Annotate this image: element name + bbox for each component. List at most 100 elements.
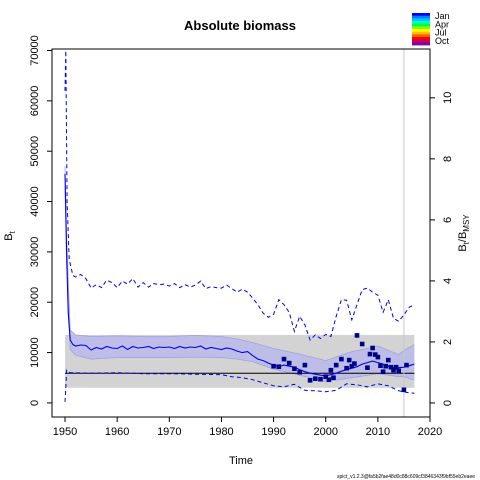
y2-tick-label: 10 [442, 92, 454, 104]
observation-point [396, 368, 401, 373]
y-tick-label: 50000 [29, 136, 41, 167]
observation-point [375, 354, 381, 360]
y2-axis-label-main: B [457, 244, 469, 251]
legend-swatch [412, 21, 430, 25]
pi-lower-line [64, 369, 415, 402]
observation-point [331, 375, 336, 380]
observation-point [349, 363, 355, 369]
x-tick-label: 1970 [157, 426, 181, 438]
legend-swatch [412, 18, 430, 22]
observation-point [271, 363, 276, 369]
y-tick-label: 0 [29, 400, 41, 406]
legend-swatch [412, 34, 430, 38]
y-tick-label: 10000 [29, 337, 41, 368]
x-axis-label: Time [229, 455, 253, 467]
legend-swatch [412, 15, 430, 19]
legend-swatch [412, 13, 430, 17]
legend-swatch [412, 23, 430, 27]
lines-layer [64, 49, 415, 417]
observation-point [313, 376, 318, 381]
observation-point [378, 363, 383, 368]
observation-point [354, 333, 360, 338]
y-tick-label: 70000 [29, 35, 41, 66]
observation-point [276, 364, 282, 369]
observation-point [326, 377, 332, 382]
y-tick-label: 30000 [29, 237, 41, 268]
observation-point [370, 345, 375, 351]
observation-point [318, 376, 323, 382]
observation-point [365, 365, 370, 370]
y-tick-label: 20000 [29, 287, 41, 318]
y2-tick-label: 2 [442, 339, 454, 345]
legend-swatch [412, 29, 430, 33]
legend-label: Apr [435, 19, 449, 29]
observation-point [344, 365, 349, 371]
observation-point [367, 351, 373, 357]
y2-axis-label-sub2: MSY [462, 214, 471, 232]
observation-point [346, 357, 352, 363]
y-tick-label: 60000 [29, 86, 41, 117]
legend-swatch [412, 39, 430, 43]
x-tick-label: 1960 [105, 426, 129, 438]
y-axis-left: 0 10000 20000 30000 40000 50000 60000 70000 [29, 35, 52, 406]
ci-band-upper-edge [64, 166, 415, 362]
y2-tick-label: 8 [442, 156, 454, 162]
legend-label: Jul [435, 28, 447, 38]
observation-point [286, 360, 292, 366]
footer-version: spict_v1.2.3@fa5b2fae48d0c88c609cf384634… [337, 474, 475, 480]
observation-point [352, 361, 357, 366]
bands-layer [64, 166, 415, 388]
observation-point [297, 369, 302, 375]
ci-band [65, 166, 415, 382]
points-layer [271, 333, 409, 393]
observation-point [388, 364, 394, 370]
x-tick-label: 2010 [366, 426, 390, 438]
observation-point [328, 367, 334, 373]
x-tick-label: 1950 [53, 426, 77, 438]
x-tick-label: 1980 [209, 426, 233, 438]
y-axis-label: Bt [3, 230, 17, 240]
ci-band-lower-edge [64, 186, 415, 383]
observation-point [401, 387, 407, 393]
x-tick-label: 1990 [261, 426, 285, 438]
observation-point [393, 364, 399, 370]
x-axis: 1950 1960 1970 1980 1990 2000 2010 2020 [53, 417, 442, 438]
observation-point [391, 367, 396, 373]
observation-point [292, 366, 297, 371]
observation-point [323, 374, 328, 379]
observation-point [380, 369, 386, 374]
y2-tick-label: 6 [442, 217, 454, 223]
y-axis-label-main: B [3, 233, 15, 240]
observation-point [383, 363, 388, 369]
legend-label: Jan [435, 11, 450, 21]
y2-axis-label-sub: t [462, 241, 471, 244]
pi-upper-line [64, 50, 415, 341]
legend-swatch [412, 37, 430, 41]
observation-point [302, 362, 308, 368]
x-tick-label: 2020 [418, 426, 442, 438]
observation-point [333, 362, 339, 368]
observation-point [307, 378, 313, 383]
legend-swatch [412, 31, 430, 35]
observation-point [281, 356, 287, 362]
y-axis-label-sub: t [8, 230, 17, 233]
y2-axis-label-rest: /B [457, 232, 469, 242]
observation-point [386, 357, 391, 363]
chart-title: Absolute biomass [184, 18, 296, 33]
observation-point [339, 356, 344, 362]
plot-frame [51, 48, 431, 418]
y-tick-label: 40000 [29, 186, 41, 217]
x-tick-label: 2000 [313, 426, 337, 438]
y2-tick-label: 4 [442, 278, 454, 284]
observation-point [373, 352, 378, 357]
observation-point [404, 362, 409, 368]
y-axis-right: 0 2 4 6 8 10 [430, 92, 454, 406]
legend-label: Oct [435, 36, 450, 46]
observation-point [359, 341, 365, 347]
y2-axis-label: Bt/BMSY [457, 214, 471, 252]
legend-swatch [412, 42, 430, 46]
legend-swatch [412, 26, 430, 30]
y2-tick-label: 0 [442, 400, 454, 406]
